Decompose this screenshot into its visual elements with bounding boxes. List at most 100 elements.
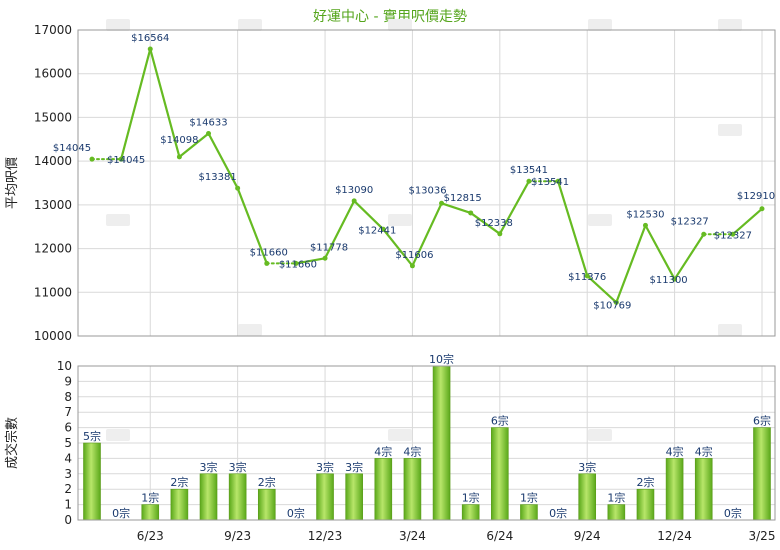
- volume-bar: [316, 473, 334, 521]
- price-point: [89, 156, 95, 162]
- price-point: [293, 260, 299, 266]
- volume-bar: [461, 504, 480, 521]
- price-line-segment: [207, 132, 239, 190]
- price-line-segment: [615, 224, 647, 304]
- price-line-segment: [644, 224, 676, 281]
- axes: 10000 11000 12000 13000 14000 15000 16000 17000…: [4, 23, 776, 543]
- volume-bar: [374, 458, 393, 521]
- watermark-mark: [388, 214, 412, 226]
- volume-data-label: 3宗: [200, 460, 218, 474]
- watermark-mark: [718, 324, 742, 336]
- price-y-tick-label: 17000: [34, 23, 72, 37]
- volume-bar: [83, 442, 101, 521]
- volume-panel-border: [77, 365, 776, 521]
- price-data-label: $13541: [510, 165, 548, 176]
- price-point: [118, 156, 124, 162]
- volume-bar: [694, 458, 713, 521]
- watermark-mark: [588, 214, 612, 226]
- price-y-axis-title: 平均呎價: [5, 157, 20, 209]
- price-data-label: $11606: [395, 250, 433, 261]
- volume-data-label: 4宗: [403, 444, 421, 458]
- volume-data-label: 1宗: [520, 491, 538, 505]
- volume-y-tick-label: 1: [64, 498, 72, 512]
- price-data-label: $14633: [189, 117, 227, 128]
- volume-bar-chart: 5宗 0宗 1宗 2宗 3宗 3宗 2宗 0宗 3宗 3宗 4宗 4宗 10宗 1宗 6宗 1宗 0宗 3宗 1宗 2…: [83, 352, 771, 521]
- price-data-label: $13036: [408, 185, 446, 196]
- x-tick-label: 9/24: [574, 529, 601, 543]
- volume-bar: [228, 473, 247, 521]
- volume-y-tick-label: 4: [64, 451, 72, 465]
- price-line-segment: [440, 202, 472, 215]
- price-data-label: $16564: [131, 33, 169, 44]
- x-tick-label: 3/25: [749, 529, 776, 543]
- volume-bar: [578, 473, 597, 521]
- volume-data-label: 5宗: [83, 429, 101, 443]
- price-y-tick-label: 10000: [34, 329, 72, 343]
- volume-bar: [257, 488, 276, 521]
- volume-y-axis-title: 成交宗數: [4, 417, 20, 469]
- price-data-label: $12327: [714, 230, 752, 241]
- watermark-mark: [238, 19, 262, 31]
- volume-data-label: 2宗: [258, 475, 276, 489]
- price-data-label: $13541: [531, 177, 569, 188]
- watermark-mark: [718, 124, 742, 136]
- price-data-label: $14045: [107, 155, 145, 166]
- price-point: [235, 185, 241, 191]
- watermark-mark: [588, 19, 612, 31]
- price-data-label: $11376: [568, 272, 606, 283]
- price-line-segment: [382, 228, 414, 267]
- price-point: [264, 260, 270, 266]
- volume-bar: [403, 458, 422, 521]
- price-data-label: $12910: [737, 191, 775, 202]
- x-tick-label: 6/23: [137, 529, 164, 543]
- watermark-mark: [106, 19, 130, 31]
- watermark-mark: [388, 429, 412, 441]
- price-data-label: $14045: [53, 143, 91, 154]
- watermark-mark: [388, 19, 412, 31]
- volume-data-label: 10宗: [429, 352, 454, 366]
- volume-y-tick-label: 2: [64, 482, 72, 496]
- price-point: [613, 299, 619, 305]
- price-line-segment: [149, 47, 181, 158]
- volume-bar: [199, 473, 218, 521]
- price-line-chart: $14045 $14045 $16564 $14098 $14633 $13381 $116…: [53, 33, 775, 311]
- volume-data-label: 1宗: [141, 491, 159, 505]
- volume-bar: [491, 427, 509, 521]
- price-y-tick-label: 15000: [34, 110, 72, 124]
- x-tick-label: 9/23: [224, 529, 251, 543]
- volume-bar: [141, 504, 160, 521]
- price-data-label: $12338: [475, 218, 513, 229]
- volume-bar: [636, 488, 655, 521]
- price-line-segment: [236, 187, 268, 265]
- x-tick-label: 12/24: [657, 529, 692, 543]
- volume-data-label: 4宗: [666, 444, 684, 458]
- price-y-tick-label: 14000: [34, 154, 72, 168]
- price-line-segment: [178, 132, 210, 158]
- volume-y-tick-label: 5: [64, 436, 72, 450]
- volume-data-label: 4宗: [695, 444, 713, 458]
- price-point: [206, 130, 212, 136]
- chart-title: 好運中心 - 實用呎價走勢: [313, 9, 467, 25]
- price-point: [409, 263, 415, 269]
- watermark-mark: [718, 19, 742, 31]
- price-point: [468, 210, 474, 216]
- price-data-label: $11660: [250, 247, 288, 258]
- volume-y-tick-label: 9: [64, 374, 72, 388]
- price-panel-border: [77, 29, 776, 337]
- volume-y-tick-label: 3: [64, 467, 72, 481]
- price-line-segment: [586, 274, 618, 304]
- watermark-mark: [106, 429, 130, 441]
- price-y-tick-label: 16000: [34, 67, 72, 81]
- volume-data-label: 3宗: [316, 460, 334, 474]
- volume-data-label: 6宗: [491, 414, 509, 428]
- price-line-segment: [294, 257, 327, 265]
- price-y-tick-label: 11000: [34, 285, 72, 299]
- watermark: [106, 19, 742, 441]
- volume-data-label: 1宗: [607, 491, 625, 505]
- price-point: [322, 255, 328, 261]
- volume-bar: [665, 458, 684, 521]
- volume-data-label: 2宗: [170, 475, 188, 489]
- price-data-label: $12441: [358, 225, 396, 236]
